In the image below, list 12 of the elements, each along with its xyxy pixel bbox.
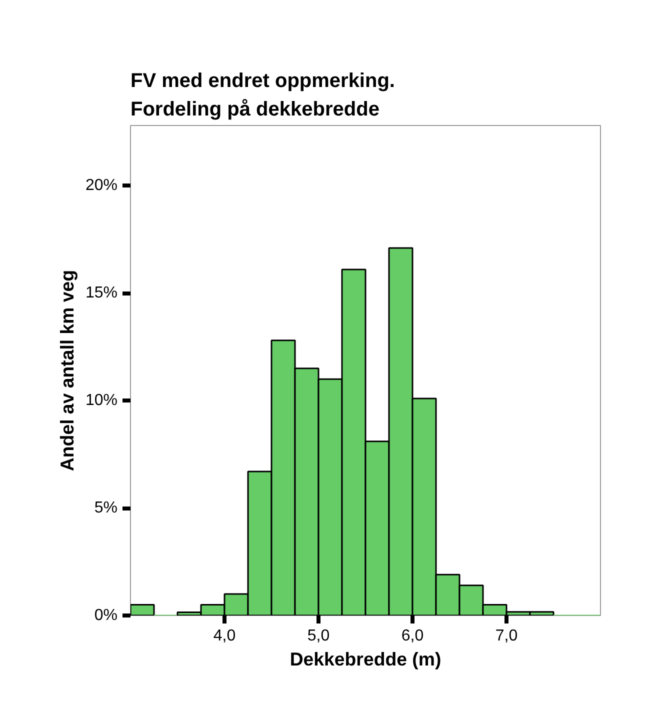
x-tick-label: 7,0 [495,628,518,644]
y-tick-label: 10% [85,392,118,410]
y-tick-label: 15% [85,284,118,302]
chart-title: FV med endret oppmerking. Fordeling på dekkebredde [130,70,395,120]
x-tick-label: 6,0 [401,628,424,644]
y-tick-label: 5% [94,500,118,517]
x-tick-label: 4,0 [213,628,236,644]
y-tick-label: 0% [94,607,118,624]
y-axis-title: Andel av antall km veg [56,270,78,472]
x-tick-label: 5,0 [307,628,330,644]
x-axis-title: Dekkebredde (m) [290,648,442,670]
y-tick-label: 20% [85,177,118,194]
